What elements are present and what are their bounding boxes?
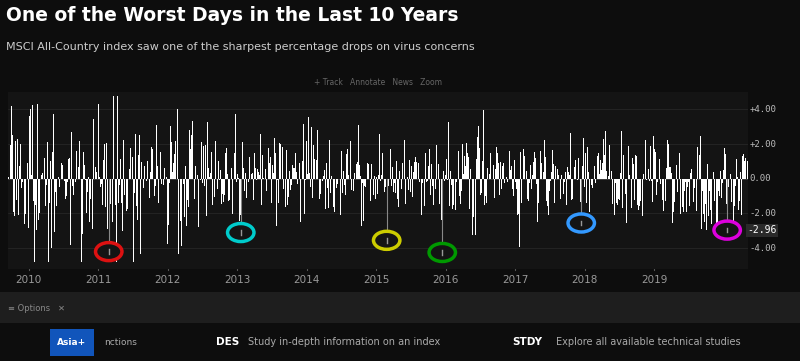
Text: One of the Worst Days in the Last 10 Years: One of the Worst Days in the Last 10 Yea… [6, 6, 459, 25]
Text: -2.00: -2.00 [750, 209, 777, 218]
Text: MSCI All-Country index saw one of the sharpest percentage drops on virus concern: MSCI All-Country index saw one of the sh… [6, 42, 475, 52]
Text: 2011: 2011 [85, 275, 111, 285]
Bar [50, 330, 94, 356]
Text: 2017: 2017 [502, 275, 529, 285]
Text: Asia+: Asia+ [57, 338, 86, 347]
Text: 2013: 2013 [224, 275, 250, 285]
Text: 2014: 2014 [294, 275, 320, 285]
Ellipse shape [714, 221, 740, 239]
Text: 2010: 2010 [16, 275, 42, 285]
Ellipse shape [568, 214, 594, 232]
Text: Explore all available technical studies: Explore all available technical studies [556, 338, 741, 348]
Text: 2016: 2016 [433, 275, 459, 285]
Ellipse shape [95, 243, 122, 261]
Text: Study in-depth information on an index: Study in-depth information on an index [248, 338, 440, 348]
Text: -2.96: -2.96 [747, 225, 777, 235]
Text: +2.00: +2.00 [750, 140, 777, 149]
Text: + Track   Annotate   News   Zoom: + Track Annotate News Zoom [314, 78, 442, 87]
Bar [0, 292, 800, 323]
Text: 2019: 2019 [641, 275, 667, 285]
Text: 2015: 2015 [363, 275, 390, 285]
Text: +4.00: +4.00 [750, 105, 777, 114]
Ellipse shape [374, 231, 400, 249]
Text: 0.00: 0.00 [750, 174, 771, 183]
Text: nctions: nctions [104, 338, 137, 347]
Ellipse shape [227, 223, 254, 242]
Text: 2018: 2018 [571, 275, 598, 285]
Text: -4.00: -4.00 [750, 244, 777, 253]
Ellipse shape [429, 243, 455, 261]
Text: 2012: 2012 [154, 275, 181, 285]
Text: DES: DES [216, 338, 239, 348]
Text: STDY: STDY [512, 338, 542, 348]
Text: ≡ Options   ✕: ≡ Options ✕ [8, 304, 65, 313]
